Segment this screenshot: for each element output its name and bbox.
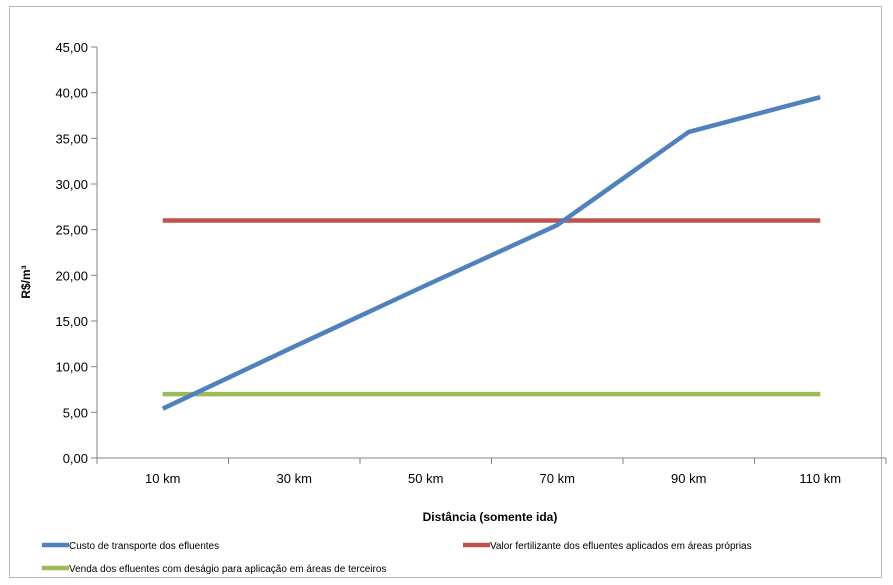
y-tick-labels: 0,00 5,00 10,00 15,00 20,00 25,00 30,00 35,00 40… <box>55 40 88 466</box>
y-tick-label: 25,00 <box>55 223 88 238</box>
x-tick-label: 10 km <box>145 471 180 486</box>
axes <box>91 46 887 464</box>
x-tick-label: 110 km <box>799 471 841 486</box>
y-tick-label: 0,00 <box>63 451 88 466</box>
x-tick-label: 90 km <box>671 471 706 486</box>
x-tick-label: 50 km <box>408 471 443 486</box>
y-axis-title: R$/m³ <box>19 265 33 298</box>
series-line-1 <box>161 95 821 411</box>
chart-frame <box>9 6 882 578</box>
y-tick-label: 35,00 <box>55 131 88 146</box>
y-tick-label: 5,00 <box>63 405 88 420</box>
y-tick-label: 30,00 <box>55 177 88 192</box>
x-tick-labels: 10 km 30 km 50 km 70 km 90 km 110 km <box>145 471 841 486</box>
legend-label-1: Custo de transporte dos efluentes <box>69 541 219 552</box>
x-axis-title: Distância (somente ida) <box>423 510 558 524</box>
y-tick-label: 40,00 <box>55 86 88 101</box>
y-tick-label: 45,00 <box>55 40 88 55</box>
series-lines <box>161 95 821 411</box>
x-tick-label: 30 km <box>277 471 312 486</box>
legend: Custo de transporte dos efluentes Valor f… <box>42 541 752 575</box>
y-tick-label: 20,00 <box>55 268 88 283</box>
x-tick-label: 70 km <box>540 471 575 486</box>
legend-label-2: Valor fertilizante dos efluentes aplicad… <box>490 541 752 552</box>
y-tick-label: 10,00 <box>55 360 88 375</box>
legend-label-3: Venda dos efluentes com deságio para apl… <box>69 564 386 575</box>
y-tick-label: 15,00 <box>55 314 88 329</box>
